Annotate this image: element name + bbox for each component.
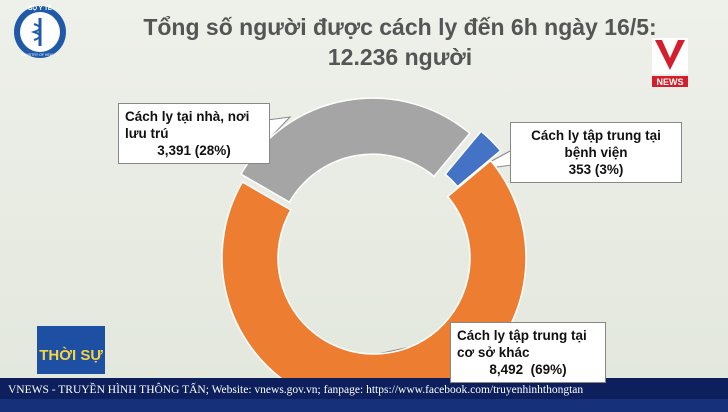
donut-segment (444, 130, 502, 188)
callout-box: Cách ly tại nhà, nơi lưu trú 3,391 (28%) (118, 103, 270, 164)
category-label: Cách ly tập trung tại bệnh viện (531, 128, 661, 160)
chart-title: Tổng số người được cách ly đến 6h ngày 1… (143, 14, 657, 40)
value-label: 353 (3%) (568, 162, 624, 177)
donut-segment (239, 97, 471, 204)
program-bg (37, 326, 105, 374)
logo-bottom: MINISTRY OF HEALTH (22, 53, 59, 57)
badge-bg (652, 76, 688, 87)
value-label: 3,391 (28%) (157, 143, 231, 158)
program: THỜI SỰ (39, 346, 103, 364)
callout-box: Cách ly tập trung tại bệnh viện 353 (3%) (510, 122, 682, 183)
value-label: 8,492 (69%) (489, 362, 567, 377)
badge: NEWS (657, 77, 684, 87)
v-logo (655, 40, 685, 70)
category-label: Cách ly tập trung tại cơ sở khác (457, 328, 587, 360)
chart-subtitle: 12.236 người (327, 44, 473, 70)
ticker-bg (0, 378, 728, 399)
ticker-strip (0, 399, 728, 412)
callout-box: Cách ly tập trung tại cơ sở khác 8,492 (6… (450, 322, 606, 383)
category-label: Cách ly tại nhà, nơi lưu trú (125, 109, 250, 141)
ticker: VNEWS - TRUYỀN HÌNH THÔNG TẤN; Website: … (8, 381, 583, 396)
logo-snake (30, 23, 41, 41)
logo-top: BỘ Y TẾ (28, 4, 52, 12)
